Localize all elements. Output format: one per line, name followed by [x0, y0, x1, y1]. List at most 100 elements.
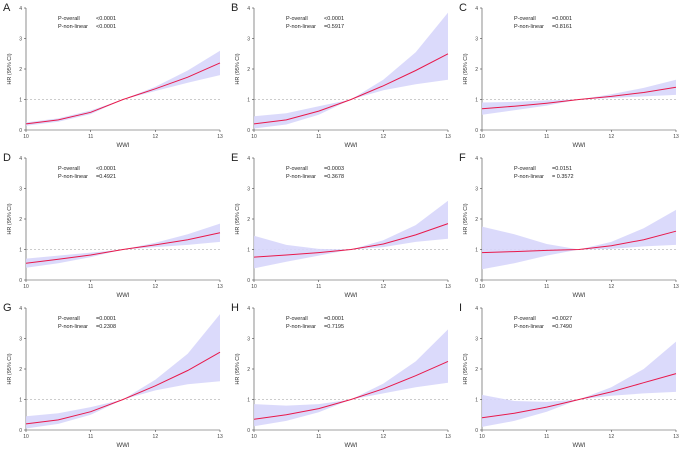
x-tick-label: 12	[381, 434, 387, 440]
y-tick-label: 0	[475, 128, 478, 134]
x-tick-label: 13	[217, 434, 223, 440]
hr-curve	[25, 62, 221, 125]
p-nonlinear-label: P-non-linear	[514, 24, 544, 30]
x-axis-label: WWI	[117, 293, 130, 299]
hr-curve	[481, 373, 677, 419]
p-nonlinear-value: = 0.3572	[552, 174, 574, 180]
p-nonlinear-label: P-non-linear	[58, 24, 88, 30]
x-axis-label: WWI	[345, 143, 358, 149]
p-nonlinear-label: P-non-linear	[286, 24, 316, 30]
p-nonlinear-value: =0.4921	[96, 174, 116, 180]
y-tick-label: 4	[475, 156, 478, 162]
x-tick-label: 12	[381, 134, 387, 140]
y-tick-label: 0	[19, 278, 22, 284]
p-overall-label: P-overall	[58, 166, 80, 172]
x-tick-label: 11	[544, 284, 549, 290]
ci-band	[26, 50, 220, 126]
panel-letter: H	[231, 302, 239, 314]
hr-curve	[481, 86, 677, 110]
x-axis-label: WWI	[117, 443, 130, 449]
ci-band	[26, 314, 220, 429]
y-tick-label: 1	[247, 397, 250, 403]
panel-letter: B	[231, 2, 238, 14]
ci-band	[482, 209, 676, 270]
y-axis-label: HR (95% CI)	[463, 203, 469, 234]
y-tick-label: 3	[247, 186, 250, 192]
x-tick-label: 10	[23, 134, 29, 140]
y-tick-label: 3	[247, 36, 250, 42]
x-tick-label: 12	[609, 134, 615, 140]
panel-letter: A	[3, 2, 11, 14]
p-nonlinear-value: =0.7195	[324, 324, 344, 330]
p-nonlinear-value: =0.7490	[552, 324, 572, 330]
x-tick-label: 11	[88, 284, 93, 290]
y-tick-label: 2	[247, 367, 250, 373]
p-overall-value: <0.0001	[96, 16, 116, 22]
y-tick-label: 2	[19, 367, 22, 373]
p-overall-label: P-overall	[286, 316, 308, 322]
hr-curve	[481, 230, 677, 254]
y-tick-label: 1	[247, 247, 250, 253]
x-tick-label: 11	[316, 134, 321, 140]
ci-band	[254, 329, 448, 427]
y-tick-label: 0	[19, 128, 22, 134]
hr-curve	[253, 53, 449, 125]
x-axis-label: WWI	[117, 143, 130, 149]
hr-curve	[253, 223, 449, 258]
p-nonlinear-label: P-non-linear	[58, 324, 88, 330]
p-overall-value: =0.0001	[96, 316, 116, 322]
x-tick-label: 13	[217, 134, 223, 140]
y-tick-label: 2	[475, 67, 478, 73]
y-tick-label: 3	[19, 186, 22, 192]
y-axis-label: HR (95% CI)	[463, 53, 469, 84]
p-nonlinear-value: =0.3678	[324, 174, 344, 180]
panel-letter: C	[459, 2, 467, 14]
y-tick-label: 0	[247, 428, 250, 434]
y-tick-label: 4	[247, 306, 250, 312]
y-tick-label: 3	[19, 336, 22, 342]
y-tick-label: 3	[247, 336, 250, 342]
y-tick-label: 1	[19, 97, 22, 103]
y-tick-label: 4	[247, 156, 250, 162]
x-tick-label: 10	[479, 134, 485, 140]
y-axis-label: HR (95% CI)	[463, 353, 469, 384]
y-tick-label: 0	[247, 278, 250, 284]
p-overall-value: <0.0001	[324, 16, 344, 22]
x-tick-label: 13	[445, 134, 451, 140]
p-overall-value: =0.0027	[552, 316, 572, 322]
x-tick-label: 12	[609, 434, 615, 440]
p-overall-label: P-overall	[58, 16, 80, 22]
p-nonlinear-value: =0.2308	[96, 324, 116, 330]
x-tick-label: 11	[316, 434, 321, 440]
x-tick-label: 10	[251, 134, 257, 140]
hr-curve	[25, 232, 221, 264]
x-tick-label: 13	[445, 434, 451, 440]
x-tick-label: 13	[217, 284, 223, 290]
y-tick-label: 1	[247, 97, 250, 103]
y-axis-label: HR (95% CI)	[235, 203, 241, 234]
x-tick-label: 12	[381, 284, 387, 290]
y-axis-label: HR (95% CI)	[7, 203, 13, 234]
y-axis-label: HR (95% CI)	[235, 353, 241, 384]
y-tick-label: 4	[19, 6, 22, 12]
p-overall-value: =0.0001	[552, 16, 572, 22]
p-overall-label: P-overall	[286, 16, 308, 22]
p-nonlinear-value: =0.5917	[324, 24, 344, 30]
y-tick-label: 4	[247, 6, 250, 12]
y-tick-label: 1	[475, 97, 478, 103]
y-tick-label: 0	[247, 128, 250, 134]
y-tick-label: 4	[475, 306, 478, 312]
hr-curve	[25, 351, 221, 425]
y-tick-label: 1	[19, 247, 22, 253]
y-tick-label: 3	[475, 336, 478, 342]
y-tick-label: 4	[475, 6, 478, 12]
p-overall-label: P-overall	[514, 16, 536, 22]
y-tick-label: 1	[19, 397, 22, 403]
ci-band	[482, 79, 676, 115]
y-tick-label: 0	[19, 428, 22, 434]
